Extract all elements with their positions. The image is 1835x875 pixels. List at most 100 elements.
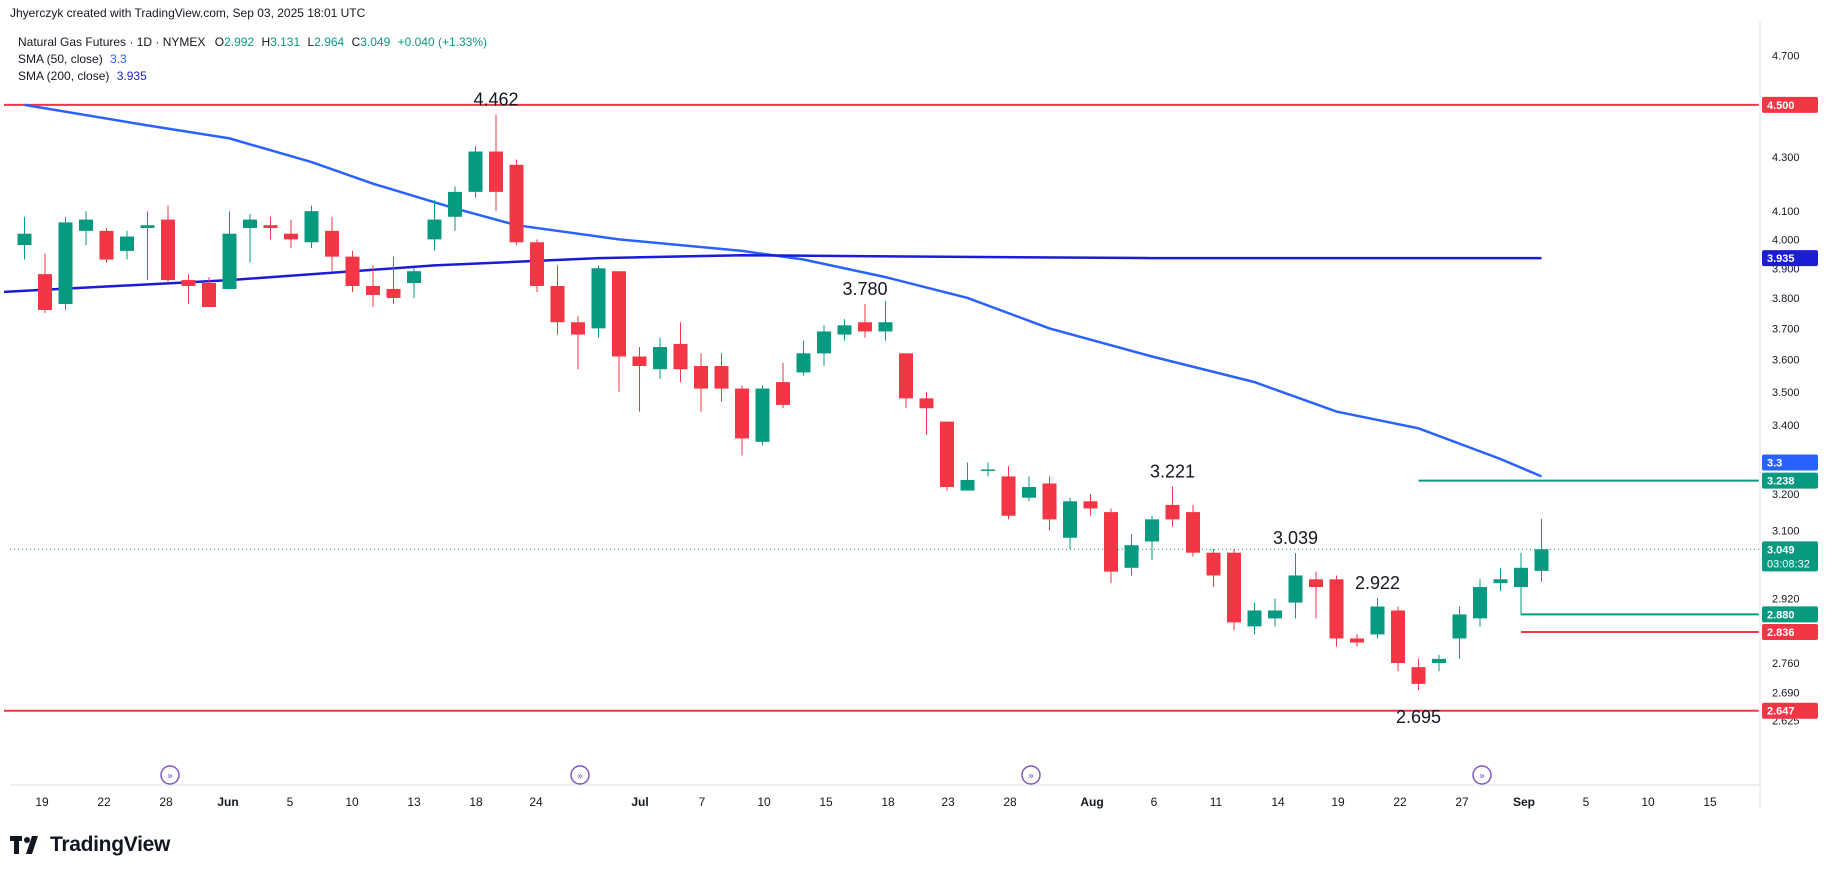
last-price-badge-text: 3.049 (1767, 544, 1795, 556)
candle (304, 205, 319, 248)
candle-body (304, 211, 319, 243)
price-tick-label: 2.920 (1772, 594, 1800, 606)
candle-body (489, 151, 503, 192)
level-badge-2.836-text: 2.836 (1767, 627, 1795, 639)
price-tick-label: 4.100 (1772, 206, 1800, 218)
candle (140, 211, 155, 281)
candle-body (1452, 614, 1467, 639)
candle-body (161, 219, 175, 281)
time-tick-label: 28 (159, 795, 173, 809)
level-badge-2.880: 2.880 (1762, 606, 1818, 623)
time-tick-label: 15 (1703, 795, 1717, 809)
candle-body (427, 219, 442, 240)
candle-body (386, 288, 401, 298)
sma-badge-3.935-text: 3.935 (1767, 253, 1795, 265)
candle (796, 340, 811, 376)
candle-body (714, 366, 729, 389)
candle-body (1493, 579, 1508, 584)
level-badge-4.500-bg (1762, 96, 1818, 113)
candle (489, 114, 503, 212)
candle-body (1206, 552, 1221, 576)
candle (817, 325, 831, 367)
price-tick-label: 3.200 (1772, 489, 1800, 501)
sma50-label: SMA (50, close) (18, 52, 103, 66)
candle-body (1309, 579, 1323, 588)
candle-body (468, 151, 483, 192)
candle-body (735, 388, 749, 439)
candle (735, 385, 749, 456)
legend-sma200-row[interactable]: SMA (200, close) 3.935 (18, 69, 147, 83)
open-value: 2.992 (224, 35, 255, 49)
level-badge-2.880-text: 2.880 (1767, 609, 1795, 621)
dividend-marker-circle (1472, 765, 1492, 785)
candle-body (407, 271, 421, 284)
candle (243, 213, 257, 263)
candle (345, 250, 360, 292)
candle-body (1124, 545, 1139, 568)
time-tick-label: 24 (529, 795, 543, 809)
candle (899, 353, 913, 409)
candle-body (1432, 658, 1446, 664)
candle (919, 391, 934, 436)
price-tick-label: 3.800 (1772, 293, 1800, 305)
tradingview-brand[interactable]: TradingView (10, 833, 170, 857)
time-tick-label: 10 (1641, 795, 1655, 809)
candle-body (243, 219, 257, 229)
candle (1124, 534, 1139, 576)
candle (981, 462, 995, 477)
candle (1350, 634, 1364, 647)
legend-sma50-row[interactable]: SMA (50, close) 3.3 (18, 52, 127, 66)
time-tick-label: 13 (407, 795, 421, 809)
candle-body (981, 469, 995, 471)
level-badge-2.836: 2.836 (1762, 623, 1818, 640)
dividend-marker-layer: » » » » (160, 765, 1492, 785)
tradingview-logo-icon (10, 836, 38, 854)
candle (571, 316, 585, 370)
candle-body (448, 191, 462, 217)
candle (1329, 575, 1344, 647)
candle (17, 216, 32, 260)
price-annotation: 4.462 (473, 90, 518, 110)
candle-body (1411, 667, 1426, 684)
price-tick-label: 2.690 (1772, 687, 1800, 699)
level-badge-2.880-bg (1762, 606, 1818, 623)
open-label: O (214, 35, 225, 49)
candle-body (653, 347, 667, 370)
time-tick-label: 18 (881, 795, 895, 809)
level-badge-2.836-bg (1762, 623, 1818, 640)
time-axis[interactable]: 19 22 28 Jun 5 10 13 18 24 Jul 7 10 15 18 23 28 Aug 6 11 14… (35, 795, 1717, 809)
time-tick-label: 18 (469, 795, 483, 809)
price-axis[interactable]: 4.700 4.300 4.100 4.000 3.900 3.800 3.700 3.600… (1772, 50, 1800, 727)
candle-body (1268, 610, 1282, 619)
change-value: +0.040 (+1.33%) (397, 35, 488, 49)
candle-body (509, 164, 524, 243)
price-annotation: 3.221 (1150, 462, 1195, 482)
candle (1063, 497, 1077, 549)
candle (468, 146, 483, 198)
price-tick-label: 3.600 (1772, 355, 1800, 367)
candle-body (1145, 519, 1159, 542)
candle-body (58, 222, 73, 304)
candle (1514, 552, 1528, 615)
level-badge-3.238-text: 3.238 (1767, 476, 1795, 488)
dividend-marker: » (1472, 765, 1492, 785)
time-tick-label: 11 (1210, 795, 1223, 809)
time-tick-label: 22 (97, 795, 111, 809)
candle-body (1288, 575, 1303, 603)
candle-body (263, 225, 278, 229)
candle-body (1350, 638, 1364, 643)
candle (1145, 515, 1159, 561)
candle (448, 186, 462, 231)
candle (1534, 519, 1549, 582)
instrument-name[interactable]: Natural Gas Futures · 1D · NYMEX (18, 35, 206, 49)
candle-body (591, 268, 606, 329)
candle-body (325, 230, 339, 257)
candle (1309, 571, 1323, 619)
dividend-marker-circle (160, 765, 180, 785)
candle-body (345, 256, 360, 286)
annotation-layer: 4.462 3.780 3.221 3.039 2.922 2.695 (473, 90, 1441, 728)
sma200-value: 3.935 (116, 69, 147, 83)
candle (858, 303, 872, 338)
brand-name: TradingView (50, 833, 171, 856)
